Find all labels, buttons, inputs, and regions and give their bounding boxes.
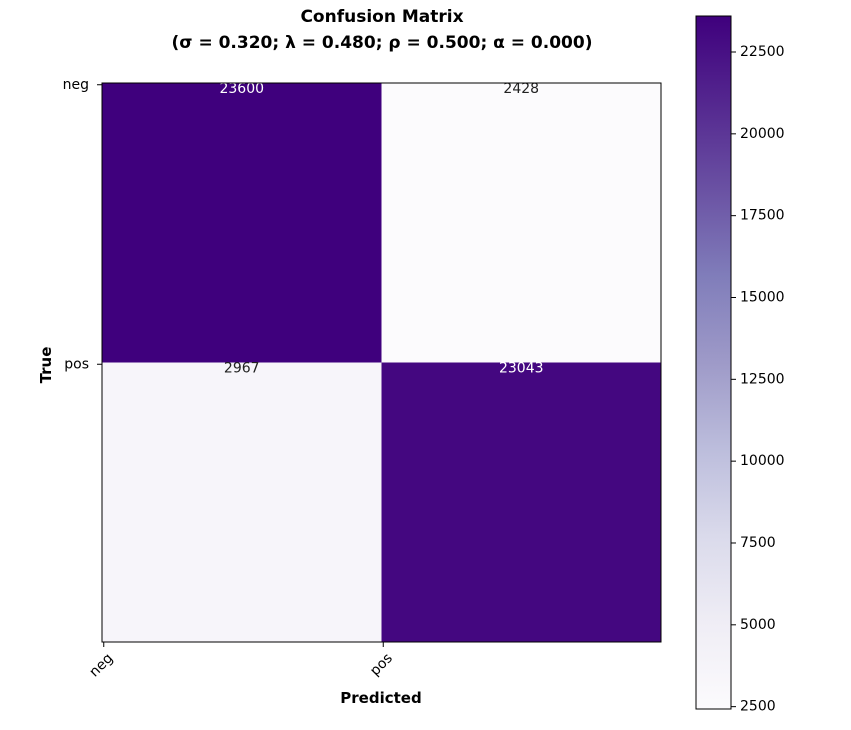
colorbar-tick-label: 15000: [740, 289, 785, 305]
plot-frame: [101, 82, 662, 643]
colorbar-ticks: 2500 5000 7500 10000 12500 15000 17500 20000 225…: [731, 44, 785, 715]
cell-value-label: 23043: [499, 360, 544, 376]
x-tick-label: neg: [86, 650, 116, 680]
colorbar-tick-label: 12500: [740, 371, 785, 387]
cell-value-label: 23600: [219, 81, 264, 97]
colorbar-tick-label: 7500: [740, 535, 776, 551]
cell-value-label: 2428: [503, 81, 539, 97]
colorbar-gradient: [695, 15, 732, 710]
cell-value-label: 2967: [224, 360, 260, 376]
heatmap-cells: 23600 2428 2967 23043: [102, 81, 661, 642]
colorbar-tick-label: 20000: [740, 126, 785, 142]
y-axis-label: True: [37, 347, 55, 384]
y-tick-label: pos: [64, 356, 89, 372]
heatmap-cell: [381, 362, 661, 642]
chart-title: Confusion Matrix: [300, 7, 463, 27]
chart-subtitle: (σ = 0.320; λ = 0.480; ρ = 0.500; α = 0.…: [172, 33, 593, 53]
colorbar-tick-label: 2500: [740, 699, 776, 715]
x-tick-label: pos: [367, 650, 396, 679]
heatmap-cell: [381, 83, 661, 363]
colorbar-tick-label: 22500: [740, 44, 785, 60]
colorbar-tick-label: 10000: [740, 453, 785, 469]
colorbar-tick-label: 17500: [740, 208, 785, 224]
y-tick-label: neg: [63, 77, 89, 93]
heatmap-cell: [102, 362, 382, 642]
colorbar-tick-label: 5000: [740, 617, 776, 633]
x-axis-label: Predicted: [340, 689, 421, 707]
y-axis-ticks: neg pos: [63, 77, 102, 372]
heatmap-cell: [102, 83, 382, 363]
x-axis-ticks: neg pos: [86, 642, 396, 680]
